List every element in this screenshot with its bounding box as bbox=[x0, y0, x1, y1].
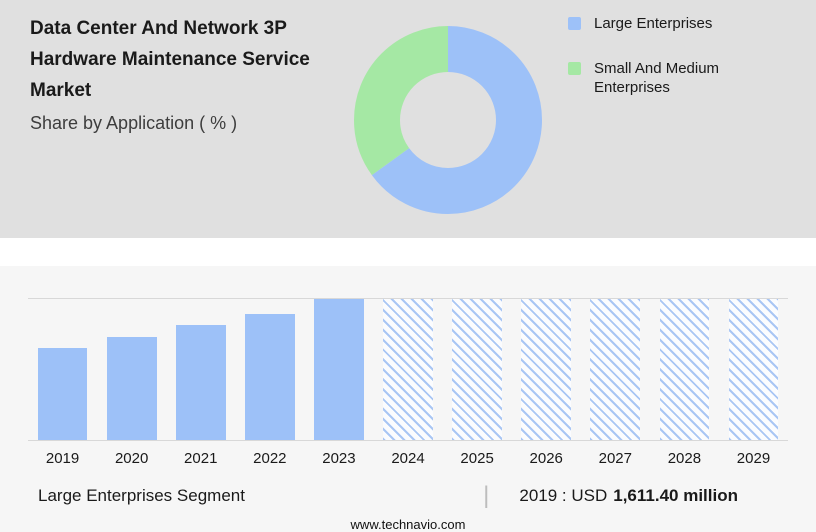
legend-label: Large Enterprises bbox=[594, 15, 713, 32]
forecast-bar-2025 bbox=[452, 299, 502, 440]
forecast-bar-2027 bbox=[590, 299, 641, 440]
bar-2021 bbox=[175, 324, 226, 440]
bar-chart-section: 2019 2020 2021 2022 2023 2024 2025 2026 2027 2028… bbox=[0, 266, 816, 532]
value-prefix: 2019 : USD bbox=[519, 486, 608, 505]
x-axis-label-2021: 2021 bbox=[184, 450, 218, 467]
page-subtitle: Share by Application ( % ) bbox=[30, 113, 238, 134]
donut-chart bbox=[352, 24, 544, 216]
summary-row: Large Enterprises Segment | 2019 : USD 1… bbox=[38, 482, 738, 510]
x-axis-label-2023: 2023 bbox=[322, 450, 356, 467]
x-axis-label-2028: 2028 bbox=[667, 450, 702, 467]
legend-swatch-green bbox=[568, 61, 581, 75]
website-link[interactable]: www.technavio.com bbox=[350, 517, 466, 532]
bar-2019 bbox=[37, 348, 88, 440]
bar-col-2019 bbox=[28, 299, 97, 440]
forecast-bar-2026 bbox=[521, 299, 572, 440]
x-axis-label-2027: 2027 bbox=[598, 450, 632, 467]
bar-col-2028 bbox=[650, 299, 719, 440]
bar-col-2020 bbox=[97, 299, 166, 440]
bar-col-2023 bbox=[304, 299, 373, 440]
x-axis-label-2025: 2025 bbox=[460, 450, 494, 467]
section-divider bbox=[0, 238, 816, 266]
x-axis-label-2026: 2026 bbox=[529, 450, 563, 467]
legend-item-large-enterprises: Large Enterprises bbox=[568, 14, 783, 34]
bar-col-2022 bbox=[235, 299, 304, 440]
x-axis-label-2024: 2024 bbox=[391, 450, 425, 467]
chart-legend: Large Enterprises Small And Medium Enter… bbox=[568, 14, 783, 123]
bar-chart-plot bbox=[28, 298, 788, 441]
bar-col-2021 bbox=[166, 299, 235, 440]
bar-2020 bbox=[106, 336, 157, 440]
x-axis-label-2020: 2020 bbox=[114, 450, 149, 467]
bar-col-2025 bbox=[443, 299, 512, 440]
value-bold: 1,611.40 million bbox=[613, 486, 738, 505]
bar-2022 bbox=[244, 314, 295, 440]
bar-chart: 2019 2020 2021 2022 2023 2024 2025 2026 2027 2028… bbox=[28, 298, 788, 467]
bar-col-2024 bbox=[373, 299, 442, 440]
summary-separator: | bbox=[483, 482, 490, 509]
bar-2023 bbox=[314, 299, 364, 440]
donut-chart-svg bbox=[354, 26, 542, 214]
donut-slice-small-and-medium-enterprises bbox=[354, 26, 542, 214]
bar-col-2029 bbox=[719, 299, 788, 440]
page-title: Data Center And Network 3P Hardware Main… bbox=[30, 18, 310, 101]
x-axis-label-2019: 2019 bbox=[45, 450, 80, 467]
x-axis-label-2029: 2029 bbox=[736, 450, 771, 467]
forecast-bar-2029 bbox=[728, 299, 779, 440]
bar-col-2027 bbox=[581, 299, 650, 440]
forecast-bar-2028 bbox=[659, 299, 710, 440]
legend-item-small-medium-enterprises: Small And Medium Enterprises bbox=[568, 59, 783, 98]
forecast-bar-2024 bbox=[383, 299, 433, 440]
legend-swatch-blue bbox=[568, 17, 581, 30]
bar-chart-labels: 2019 2020 2021 2022 2023 2024 2025 2026 2027 2028… bbox=[28, 450, 788, 467]
segment-label: Large Enterprises Segment bbox=[38, 486, 245, 505]
title-block: Data Center And Network 3P Hardware Main… bbox=[30, 14, 365, 134]
header-section: Data Center And Network 3P Hardware Main… bbox=[0, 0, 816, 238]
x-axis-label-2022: 2022 bbox=[253, 450, 287, 467]
bar-col-2026 bbox=[512, 299, 581, 440]
legend-label: Small And Medium Enterprises bbox=[594, 59, 720, 97]
